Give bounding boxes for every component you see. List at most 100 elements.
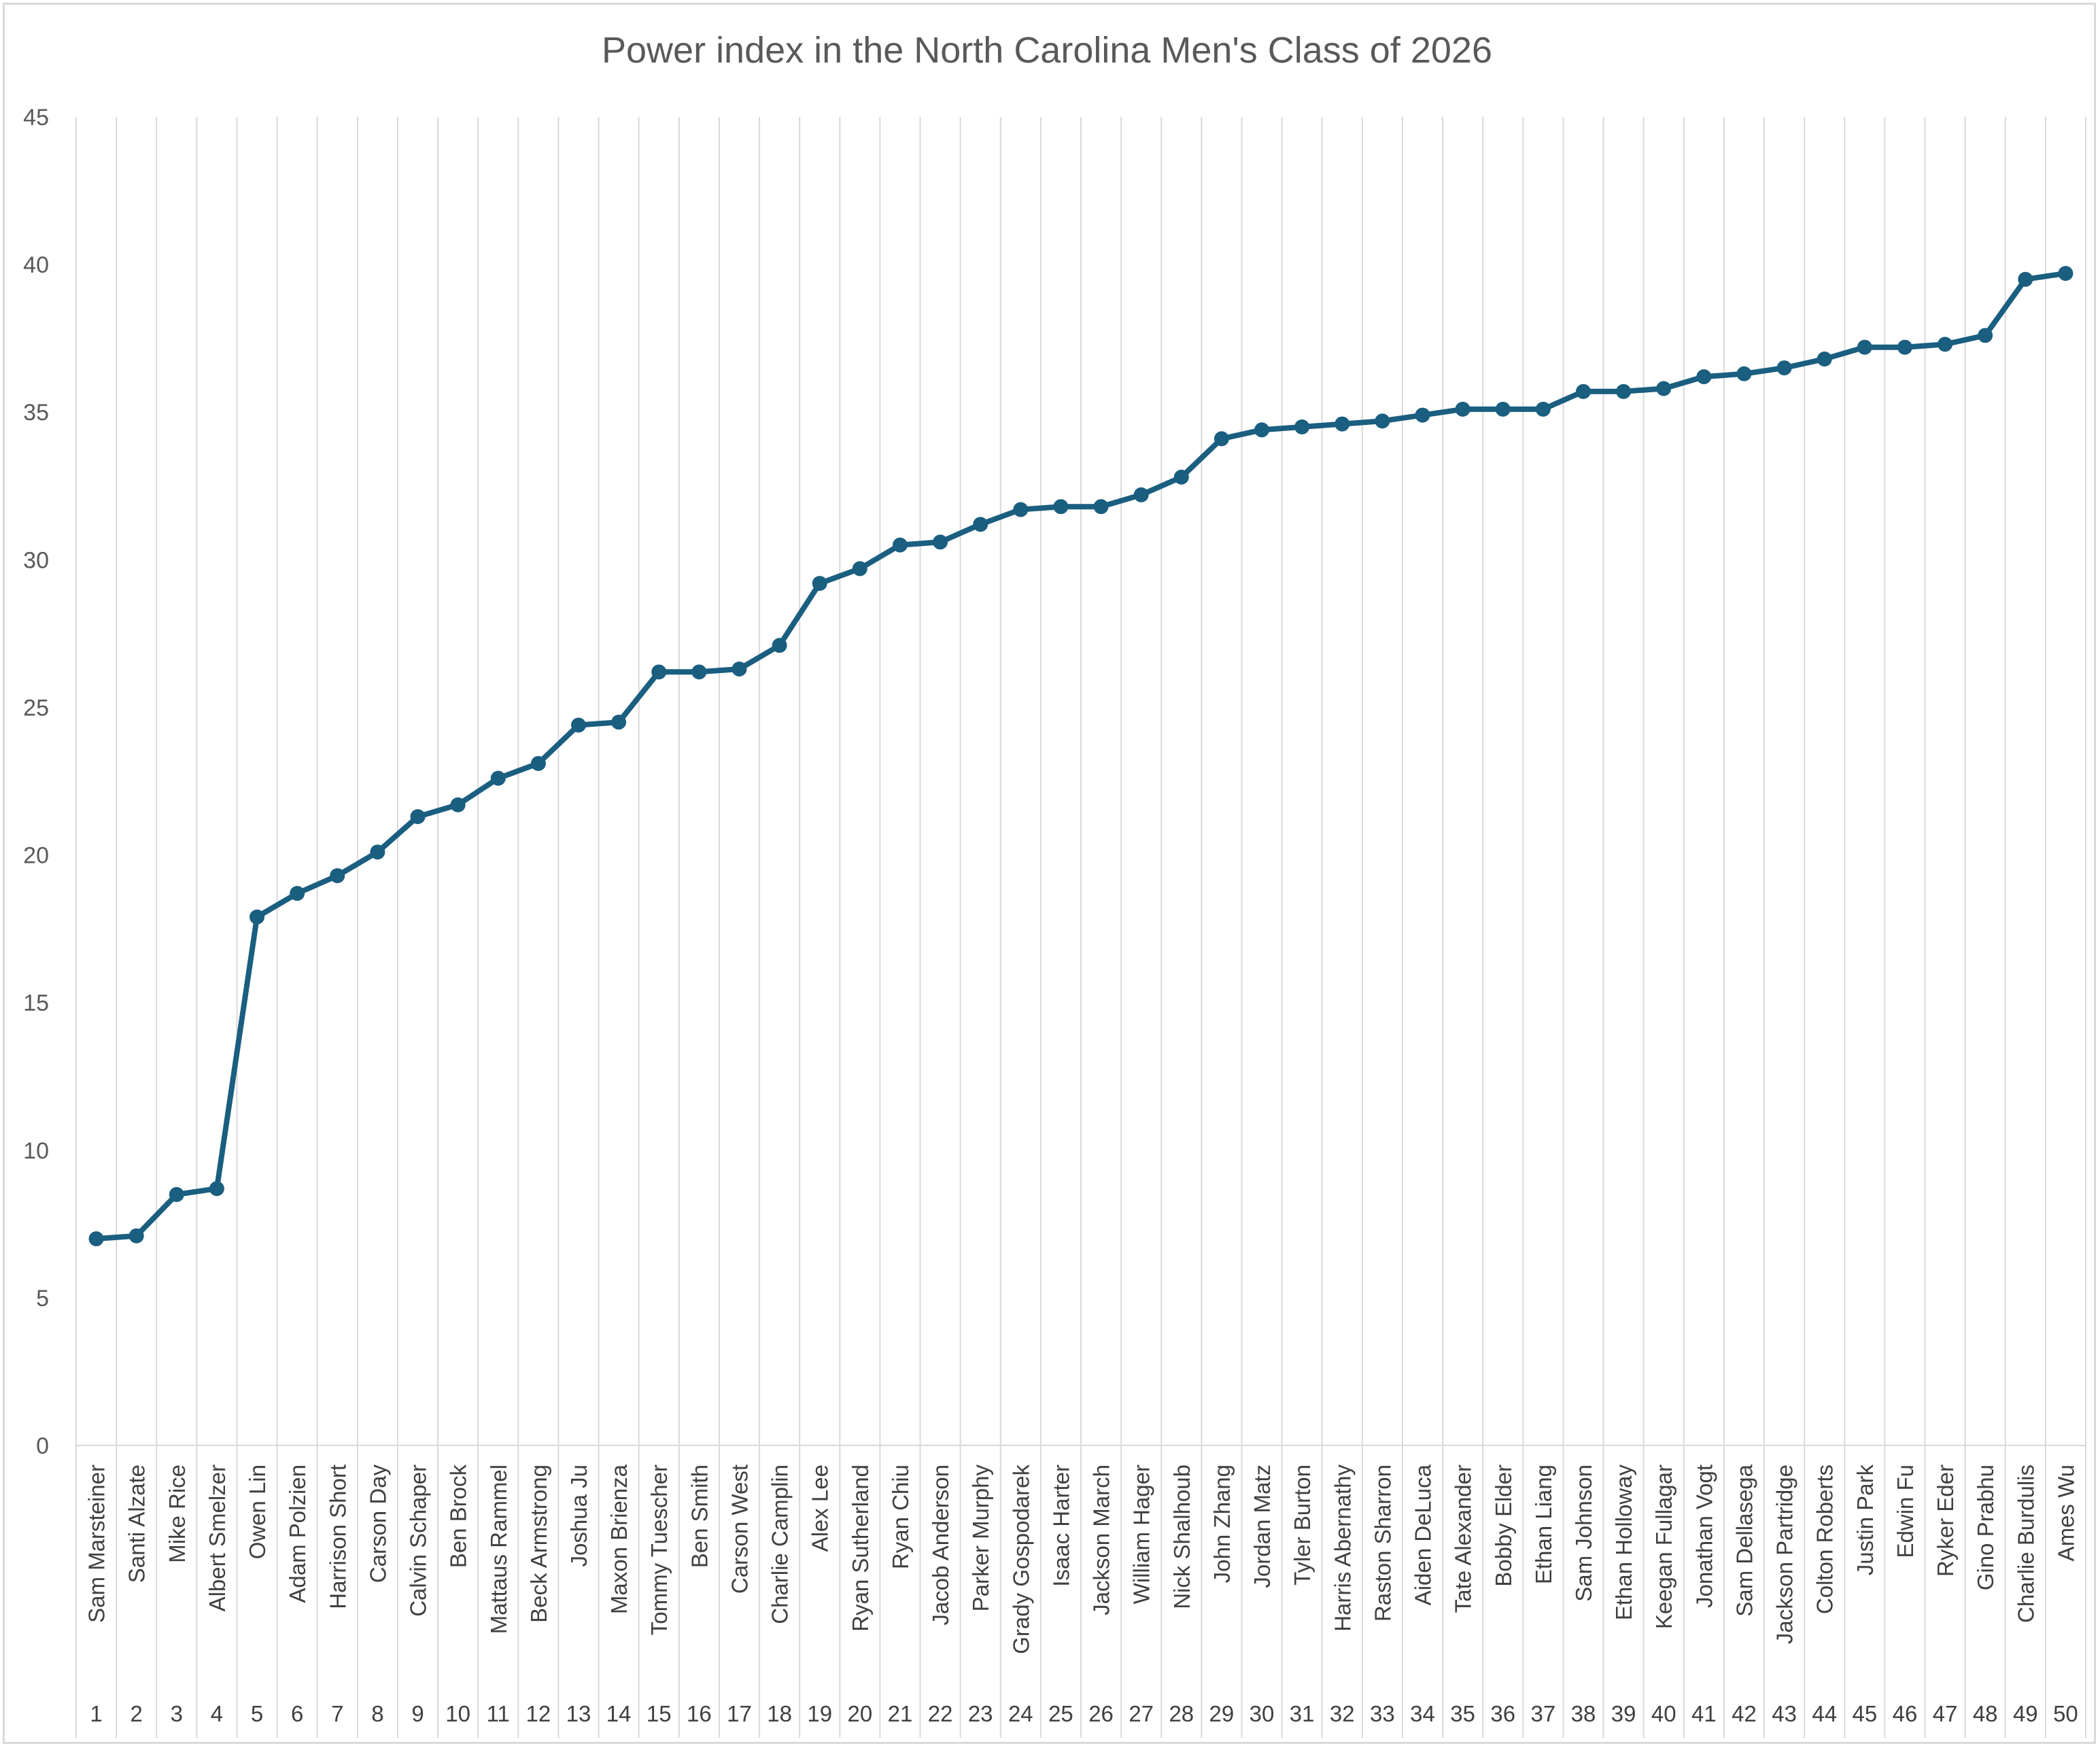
data-point: [1535, 401, 1551, 417]
x-tick-label-rank: 44: [1812, 1701, 1837, 1726]
x-tick-label-name: William Hager: [1129, 1464, 1154, 1604]
chart-area: [3, 3, 2096, 1744]
x-tick-label-rank: 6: [291, 1701, 303, 1726]
x-tick-label-rank: 23: [968, 1701, 993, 1726]
x-tick-label-name: Aiden DeLuca: [1411, 1464, 1436, 1605]
x-tick-label-rank: 18: [767, 1701, 792, 1726]
y-tick-label: 45: [23, 105, 49, 131]
x-tick-label-rank: 19: [807, 1701, 832, 1726]
x-tick-label-rank: 10: [445, 1701, 470, 1726]
series: [88, 266, 2073, 1247]
x-tick-label-name: Maxon Brienza: [606, 1464, 632, 1614]
x-tick-label-name: Tate Alexander: [1451, 1464, 1476, 1613]
x-tick-label-name: Nick Shalhoub: [1169, 1464, 1194, 1609]
data-point: [651, 664, 667, 680]
data-point: [249, 909, 265, 925]
x-tick-label-rank: 32: [1330, 1701, 1355, 1726]
x-tick-label-name: Ryan Sutherland: [848, 1464, 873, 1632]
data-point: [1053, 499, 1069, 515]
x-tick-label-rank: 41: [1691, 1701, 1717, 1726]
data-point: [490, 770, 506, 786]
data-point: [691, 664, 707, 680]
data-point: [1576, 383, 1591, 399]
data-point: [410, 809, 426, 825]
x-tick-label-rank: 47: [1933, 1701, 1958, 1726]
x-tick-label-rank: 45: [1852, 1701, 1877, 1726]
data-point: [1897, 339, 1912, 355]
x-tick-label-name: Sam Johnson: [1571, 1464, 1596, 1602]
x-tick-label-rank: 29: [1209, 1701, 1235, 1726]
x-tick-label-name: Albert Smelzer: [205, 1464, 230, 1611]
x-tick-label-rank: 2: [131, 1701, 143, 1726]
data-point: [1375, 413, 1390, 429]
data-point: [290, 886, 305, 902]
data-point: [1173, 469, 1189, 485]
x-tick-label-rank: 33: [1370, 1701, 1395, 1726]
data-point: [1093, 499, 1109, 515]
x-tick-label-rank: 39: [1611, 1701, 1636, 1726]
x-tick-label-rank: 28: [1169, 1701, 1194, 1726]
x-tick-label-rank: 12: [526, 1701, 551, 1726]
x-tick-label-rank: 11: [487, 1701, 510, 1726]
x-tick-label-name: Adam Polzien: [285, 1464, 310, 1603]
data-point: [1776, 360, 1792, 376]
y-tick-label: 10: [23, 1138, 49, 1164]
data-point: [169, 1186, 184, 1202]
x-tick-label-name: Ethan Holloway: [1611, 1464, 1636, 1621]
x-tick-label-rank: 46: [1893, 1701, 1918, 1726]
x-tick-label-rank: 16: [687, 1701, 712, 1726]
x-tick-label-rank: 20: [847, 1701, 872, 1726]
x-tick-label-name: Jordan Matz: [1250, 1464, 1275, 1588]
data-point: [209, 1181, 224, 1197]
data-point: [1857, 339, 1872, 355]
y-tick-label: 40: [23, 252, 49, 278]
x-tick-label-rank: 8: [371, 1701, 383, 1726]
x-tick-label-name: Ethan Liang: [1531, 1464, 1556, 1584]
data-point: [1254, 422, 1270, 438]
x-tick-label-rank: 27: [1129, 1701, 1154, 1726]
x-tick-label-rank: 30: [1250, 1701, 1275, 1726]
data-point: [772, 638, 787, 653]
x-tick-label-rank: 43: [1772, 1701, 1797, 1726]
data-point: [1455, 401, 1470, 417]
x-tick-label-name: Sam Dellasega: [1732, 1464, 1757, 1616]
data-point: [1133, 487, 1149, 502]
x-tick-label-name: Tommy Tuescher: [647, 1464, 672, 1635]
y-tick-label: 5: [36, 1286, 49, 1312]
data-point: [892, 537, 908, 553]
data-point: [530, 755, 546, 771]
x-axis: Sam Marsteiner 1 Santi Alzate 2 Mike Rice 3 Al…: [84, 1464, 2079, 1726]
x-tick-label-name: Colton Roberts: [1812, 1464, 1838, 1614]
data-point: [1696, 369, 1712, 385]
x-tick-label-rank: 26: [1088, 1701, 1114, 1726]
x-tick-label-rank: 4: [211, 1701, 223, 1726]
x-tick-label-rank: 49: [2013, 1701, 2038, 1726]
x-tick-label-rank: 13: [566, 1701, 591, 1726]
x-tick-label-name: Charlie Burdulis: [2013, 1464, 2038, 1623]
x-tick-label-name: Jacob Anderson: [928, 1464, 953, 1626]
x-tick-label-name: Ben Smith: [687, 1464, 712, 1568]
data-point: [1415, 407, 1430, 423]
data-point: [852, 561, 867, 577]
data-point: [1013, 502, 1029, 517]
x-tick-label-name: Bobby Elder: [1491, 1464, 1516, 1587]
x-tick-label-name: Santi Alzate: [124, 1464, 150, 1583]
x-tick-label-name: Jonathan Vogt: [1691, 1464, 1717, 1608]
x-tick-label-rank: 14: [606, 1701, 632, 1726]
x-tick-label-name: Joshua Ju: [566, 1464, 591, 1566]
x-tick-label-name: Ryker Eder: [1933, 1464, 1958, 1577]
x-tick-label-rank: 48: [1973, 1701, 1998, 1726]
y-tick-label: 15: [23, 991, 49, 1016]
y-tick-label: 0: [36, 1433, 49, 1459]
x-tick-label-rank: 37: [1531, 1701, 1556, 1726]
x-tick-label-name: Ben Brock: [446, 1464, 471, 1569]
chart-title: Power index in the North Carolina Men's …: [602, 30, 1492, 71]
data-point: [1616, 383, 1632, 399]
x-tick-label-name: Sam Marsteiner: [84, 1464, 109, 1623]
data-point: [330, 868, 345, 883]
x-tick-label-name: Parker Murphy: [968, 1464, 993, 1612]
x-tick-label-name: Ryan Chiu: [888, 1464, 913, 1569]
data-point: [1294, 419, 1310, 434]
x-tick-label-name: Jackson Partridge: [1772, 1464, 1797, 1644]
